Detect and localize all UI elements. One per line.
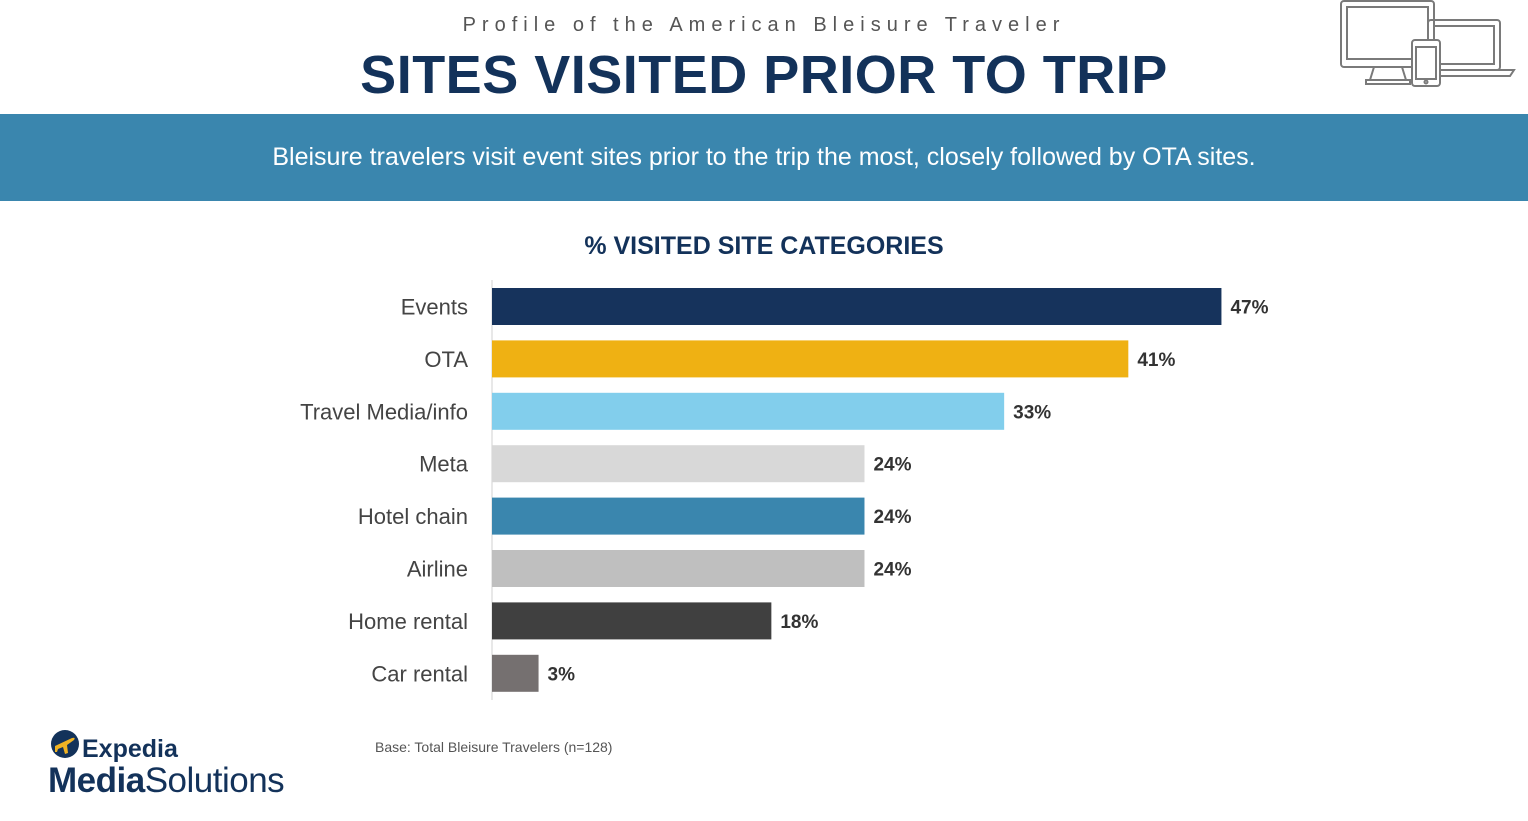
logo-line2: MediaSolutions: [48, 761, 285, 801]
bar-home-rental: [492, 602, 772, 640]
value-label: 24%: [873, 455, 911, 476]
value-label: 24%: [873, 560, 911, 581]
bar-meta: [492, 445, 865, 483]
devices-icon: [1340, 0, 1516, 87]
plane-icon: [51, 730, 79, 758]
page-title: SITES VISITED PRIOR TO TRIP: [360, 45, 1168, 105]
bar-car-rental: [492, 654, 539, 692]
category-label: Car rental: [371, 661, 468, 686]
category-label: Hotel chain: [358, 504, 468, 529]
bar-hotel-chain: [492, 497, 865, 535]
bar-chart: Events 47% OTA 41% Travel Media/info 33% Meta 2…: [300, 280, 1269, 700]
category-label: Meta: [419, 452, 469, 477]
category-label: Travel Media/info: [300, 399, 468, 424]
supertitle: Profile of the American Bleisure Travele…: [462, 14, 1066, 36]
bar-travel-media-info: [492, 392, 1005, 430]
category-label: OTA: [424, 347, 468, 372]
base-note: Base: Total Bleisure Travelers (n=128): [375, 739, 613, 755]
logo-line2-bold: Media: [48, 761, 145, 800]
bar-events: [492, 288, 1222, 325]
value-label: 3%: [548, 664, 576, 685]
value-label: 18%: [780, 612, 818, 633]
category-label: Events: [401, 295, 468, 320]
banner-text: Bleisure travelers visit event sites pri…: [272, 143, 1256, 171]
chart-title: % VISITED SITE CATEGORIES: [584, 232, 944, 260]
value-label: 24%: [873, 507, 911, 528]
category-label: Airline: [407, 557, 468, 582]
category-label: Home rental: [348, 609, 468, 634]
value-label: 41%: [1137, 350, 1175, 371]
value-label: 47%: [1230, 298, 1268, 319]
bar-ota: [492, 340, 1129, 378]
bar-airline: [492, 550, 865, 587]
expedia-media-solutions-logo: Expedia MediaSolutions: [48, 727, 328, 807]
key-insight-banner: Bleisure travelers visit event sites pri…: [0, 114, 1528, 201]
logo-line2-regular: Solutions: [144, 761, 285, 800]
logo-line1: Expedia: [82, 735, 178, 763]
value-label: 33%: [1013, 402, 1051, 423]
